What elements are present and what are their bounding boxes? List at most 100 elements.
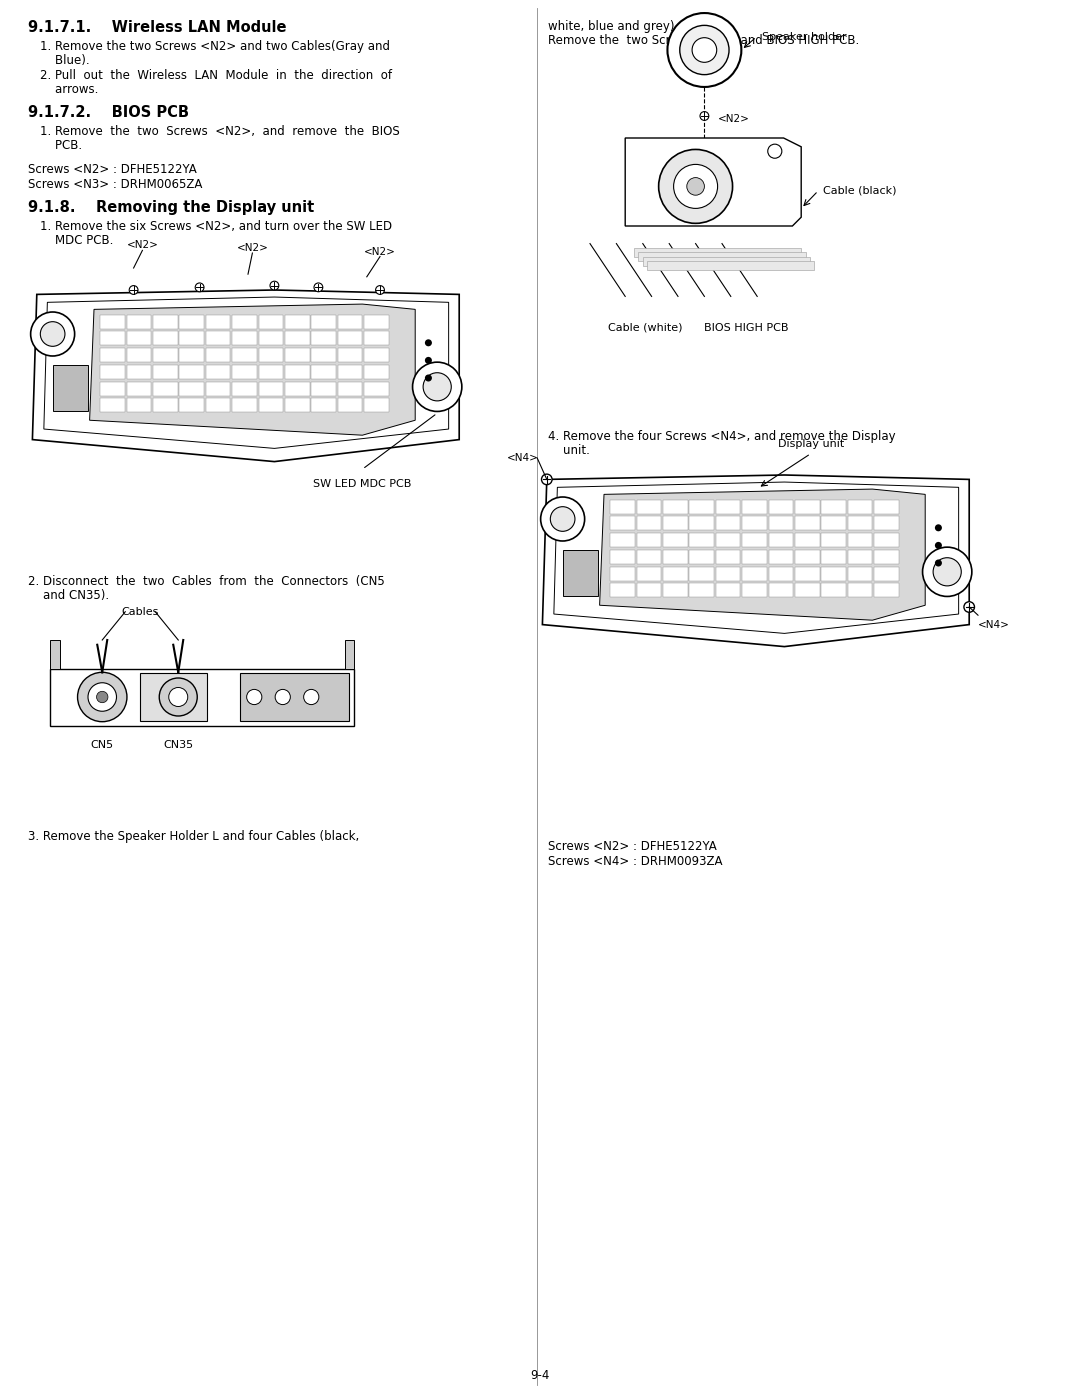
Polygon shape [179, 365, 204, 379]
Circle shape [275, 689, 291, 704]
Polygon shape [822, 567, 846, 581]
Text: Blue).: Blue). [40, 54, 90, 67]
Polygon shape [716, 567, 741, 581]
Circle shape [246, 689, 261, 704]
Polygon shape [311, 398, 336, 412]
Polygon shape [742, 550, 767, 564]
Circle shape [195, 284, 204, 292]
Polygon shape [874, 550, 899, 564]
Polygon shape [636, 534, 661, 548]
Circle shape [768, 144, 782, 158]
Polygon shape [345, 640, 354, 669]
Polygon shape [311, 331, 336, 345]
Polygon shape [636, 500, 661, 514]
Polygon shape [795, 567, 820, 581]
Polygon shape [232, 331, 257, 345]
Circle shape [314, 284, 323, 292]
Polygon shape [232, 398, 257, 412]
Circle shape [700, 112, 708, 120]
Polygon shape [338, 348, 363, 362]
Text: 2. Pull  out  the  Wireless  LAN  Module  in  the  direction  of: 2. Pull out the Wireless LAN Module in t… [40, 68, 392, 82]
Text: white, blue and grey).: white, blue and grey). [548, 20, 678, 34]
Polygon shape [44, 298, 448, 448]
Text: 4. Remove the four Screws <N4>, and remove the Display: 4. Remove the four Screws <N4>, and remo… [548, 430, 895, 443]
Polygon shape [311, 365, 336, 379]
Text: 3. Remove the Speaker Holder L and four Cables (black,: 3. Remove the Speaker Holder L and four … [28, 830, 360, 842]
Polygon shape [689, 567, 714, 581]
Polygon shape [258, 398, 283, 412]
Polygon shape [285, 398, 310, 412]
Circle shape [30, 312, 75, 356]
Polygon shape [848, 500, 873, 514]
Polygon shape [258, 314, 283, 328]
Polygon shape [716, 500, 741, 514]
Text: Cable (white): Cable (white) [608, 323, 683, 332]
Polygon shape [636, 517, 661, 531]
Polygon shape [232, 348, 257, 362]
Text: Screws <N2> : DFHE5122YA: Screws <N2> : DFHE5122YA [28, 163, 197, 176]
Polygon shape [311, 314, 336, 328]
Polygon shape [848, 517, 873, 531]
Circle shape [159, 678, 198, 717]
Polygon shape [636, 567, 661, 581]
Circle shape [87, 683, 117, 711]
Circle shape [376, 285, 384, 295]
Polygon shape [636, 550, 661, 564]
Circle shape [40, 321, 65, 346]
Circle shape [935, 559, 942, 567]
Circle shape [96, 692, 108, 703]
Text: Cable (black): Cable (black) [823, 186, 896, 196]
Polygon shape [100, 398, 125, 412]
Circle shape [964, 602, 974, 612]
Polygon shape [285, 314, 310, 328]
Polygon shape [232, 381, 257, 395]
Polygon shape [179, 331, 204, 345]
Polygon shape [610, 534, 635, 548]
Polygon shape [874, 534, 899, 548]
Polygon shape [364, 398, 389, 412]
Polygon shape [848, 567, 873, 581]
Polygon shape [126, 314, 151, 328]
Polygon shape [769, 567, 793, 581]
Polygon shape [663, 534, 688, 548]
Polygon shape [338, 365, 363, 379]
Polygon shape [610, 550, 635, 564]
Text: 9.1.7.2.    BIOS PCB: 9.1.7.2. BIOS PCB [28, 105, 189, 120]
Circle shape [541, 474, 552, 485]
Polygon shape [795, 534, 820, 548]
Polygon shape [848, 550, 873, 564]
Polygon shape [285, 331, 310, 345]
Polygon shape [663, 550, 688, 564]
Polygon shape [338, 381, 363, 395]
Polygon shape [689, 500, 714, 514]
Circle shape [935, 524, 942, 531]
Text: Cables: Cables [122, 606, 159, 616]
Polygon shape [716, 534, 741, 548]
Polygon shape [179, 314, 204, 328]
Polygon shape [126, 331, 151, 345]
Polygon shape [100, 365, 125, 379]
Polygon shape [742, 567, 767, 581]
Polygon shape [179, 398, 204, 412]
Polygon shape [663, 500, 688, 514]
Polygon shape [258, 348, 283, 362]
Text: <N2>: <N2> [126, 240, 159, 250]
Text: 9.1.8.    Removing the Display unit: 9.1.8. Removing the Display unit [28, 200, 314, 215]
Text: Screws <N2> : DFHE5122YA: Screws <N2> : DFHE5122YA [548, 840, 717, 854]
Polygon shape [285, 348, 310, 362]
Text: and CN35).: and CN35). [28, 590, 109, 602]
Circle shape [692, 38, 717, 63]
Circle shape [674, 165, 717, 208]
Circle shape [78, 672, 127, 722]
Polygon shape [542, 475, 969, 647]
Polygon shape [636, 583, 661, 598]
Circle shape [130, 285, 138, 295]
Text: arrows.: arrows. [40, 82, 98, 96]
Polygon shape [140, 673, 206, 721]
Polygon shape [232, 314, 257, 328]
Polygon shape [610, 517, 635, 531]
Polygon shape [848, 534, 873, 548]
Polygon shape [258, 365, 283, 379]
Polygon shape [338, 331, 363, 345]
Polygon shape [634, 249, 801, 257]
